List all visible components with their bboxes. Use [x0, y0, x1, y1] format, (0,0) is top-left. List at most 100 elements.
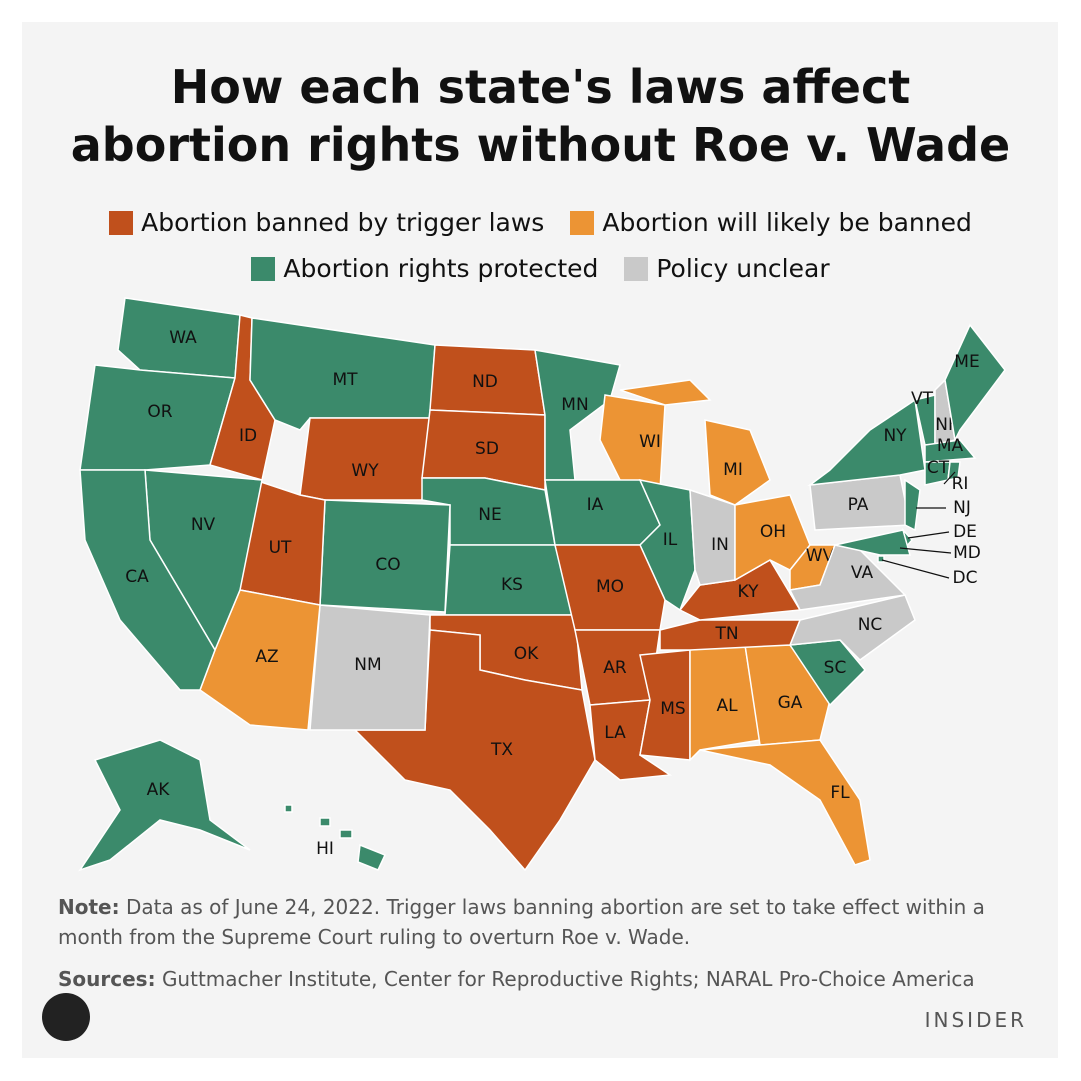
state — [704, 419, 771, 506]
state — [619, 379, 712, 406]
state-label: SD — [475, 439, 499, 459]
title-line: abortion rights without Roe v. Wade — [70, 118, 1011, 172]
state — [357, 843, 387, 871]
state-label: WY — [351, 461, 379, 481]
state — [924, 439, 977, 463]
state-label: FL — [830, 783, 850, 803]
legend-swatch — [109, 210, 134, 235]
state-label: WV — [806, 546, 835, 566]
state — [79, 469, 216, 691]
state-label: OR — [147, 402, 172, 422]
state-label: IN — [711, 535, 729, 555]
state-label: KY — [738, 582, 760, 602]
state — [639, 649, 691, 761]
state-label: MI — [723, 460, 743, 480]
state-label: ID — [239, 426, 257, 446]
state-label: DE — [953, 522, 977, 542]
sources: Sources: Guttmacher Institute, Center fo… — [58, 964, 988, 994]
state-label: CA — [125, 567, 149, 587]
legend-swatch — [570, 210, 595, 235]
note-text: Data as of June 24, 2022. Trigger laws b… — [58, 895, 985, 949]
state — [339, 829, 353, 839]
state — [534, 349, 621, 481]
leader-line — [907, 531, 950, 539]
title-line: How each state's laws affect — [170, 60, 911, 114]
state-label: VA — [851, 563, 874, 583]
state-label: ME — [954, 352, 979, 372]
state-label: LA — [604, 723, 626, 743]
state-label: GA — [778, 693, 803, 713]
legend-label: Policy unclear — [656, 254, 830, 283]
legend-label: Abortion rights protected — [283, 254, 599, 283]
state-label: MA — [937, 436, 964, 456]
legend-label: Abortion banned by trigger laws — [141, 208, 545, 237]
state — [309, 604, 431, 731]
legend-item: Abortion banned by trigger laws — [109, 208, 544, 237]
state — [353, 629, 596, 872]
state-label: AZ — [255, 647, 278, 667]
state-label: AR — [603, 658, 627, 678]
state-label: NJ — [953, 498, 971, 518]
state — [904, 478, 921, 532]
state-label: TN — [714, 624, 738, 644]
state — [284, 804, 293, 813]
state-label: PA — [848, 495, 869, 515]
state — [699, 739, 871, 866]
state-label: MS — [660, 699, 685, 719]
state-label: RI — [952, 474, 969, 494]
state-label: SC — [824, 658, 847, 678]
legend-row: Abortion banned by trigger laws Abortion… — [0, 208, 1081, 237]
state-label: CT — [927, 458, 950, 478]
state-label: MT — [332, 370, 358, 390]
state-label: MN — [561, 395, 588, 415]
avatar[interactable] — [42, 993, 90, 1041]
state — [554, 544, 666, 631]
state-label: WA — [169, 328, 197, 348]
state-label: AL — [716, 696, 738, 716]
legend-label: Abortion will likely be banned — [602, 208, 972, 237]
legend-swatch — [624, 256, 649, 281]
state-label: VT — [911, 389, 934, 409]
state-label: NV — [191, 515, 216, 535]
legend-item: Abortion rights protected — [251, 254, 598, 283]
state — [78, 739, 251, 872]
legend-swatch — [251, 256, 276, 281]
state-label: NY — [883, 426, 907, 446]
state-label: CO — [375, 555, 400, 575]
state — [944, 323, 1006, 443]
state-label: OK — [514, 644, 539, 664]
sources-text: Guttmacher Institute, Center for Reprodu… — [161, 967, 975, 991]
state-label: NE — [478, 505, 501, 525]
state-label: MO — [596, 577, 624, 597]
state-label: WI — [639, 432, 661, 452]
state-label: TX — [490, 740, 513, 760]
state-label: UT — [269, 538, 292, 558]
state-label: AK — [147, 780, 171, 800]
state-label: DC — [953, 568, 978, 588]
state-label: KS — [501, 575, 523, 595]
leader-line — [899, 547, 952, 554]
sources-label: Sources: — [58, 967, 156, 991]
title: How each state's laws affect abortion rig… — [0, 58, 1081, 174]
leader-line — [943, 471, 956, 485]
state — [877, 555, 885, 563]
legend-item: Abortion will likely be banned — [570, 208, 972, 237]
state — [299, 417, 431, 501]
note: Note: Data as of June 24, 2022. Trigger … — [58, 892, 988, 952]
state — [788, 544, 907, 611]
state-label: NM — [354, 655, 381, 675]
leader-line — [881, 559, 950, 579]
state — [834, 529, 911, 556]
state-label: NC — [858, 615, 883, 635]
state-label: IA — [587, 495, 604, 515]
state-label: OH — [760, 522, 786, 542]
state — [319, 817, 331, 827]
state-label: ND — [472, 372, 498, 392]
brand: INSIDER — [924, 1008, 1027, 1032]
state-label: IL — [663, 530, 678, 550]
state-label: MD — [953, 543, 981, 563]
state-label: HI — [316, 839, 334, 859]
note-label: Note: — [58, 895, 120, 919]
